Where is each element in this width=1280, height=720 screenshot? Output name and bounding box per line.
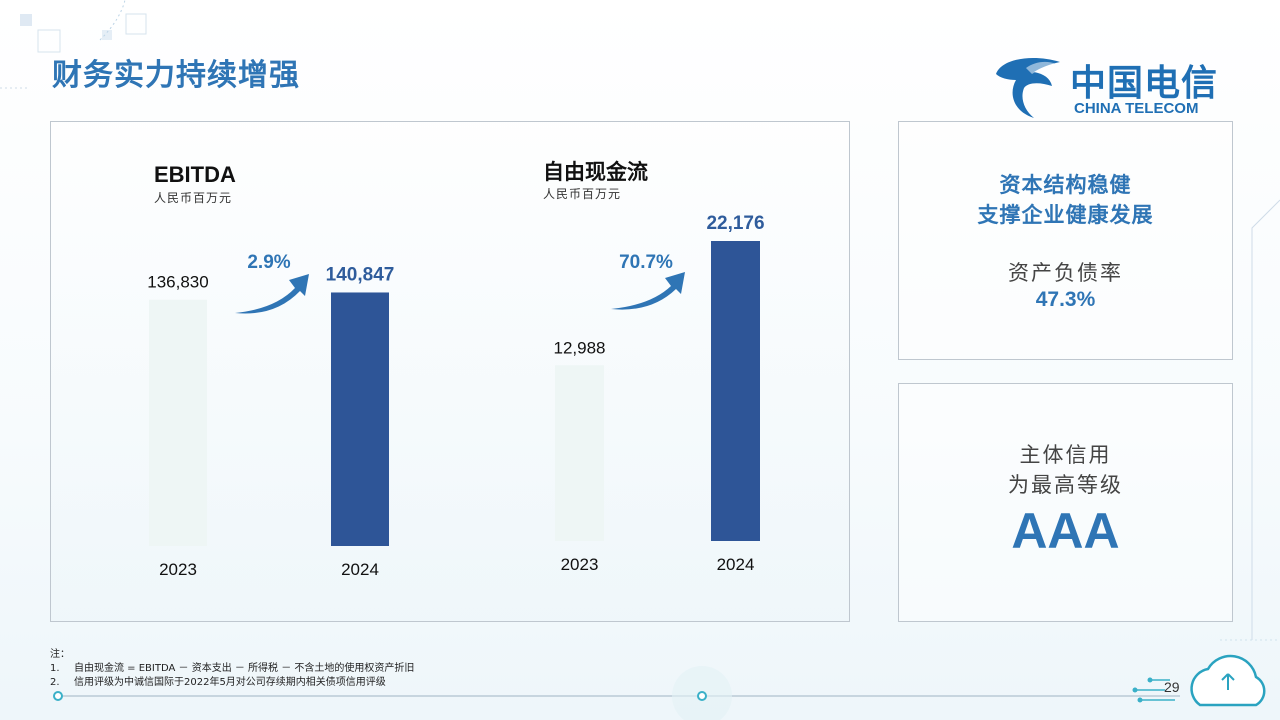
debt-ratio-value: 47.3%: [1035, 288, 1096, 311]
bar-value-label-0-0: 136,830: [147, 273, 208, 292]
china-telecom-emblem-icon: [996, 58, 1060, 118]
chart-title-fcf: 自由现金流: [543, 160, 648, 184]
capital-structure-heading-2: 支撑企业健康发展: [977, 202, 1154, 227]
footnotes: 注： 1. 自由现金流 = EBITDA － 资本支出 － 所得税 － 不含土地的…: [50, 648, 414, 690]
chart-subtitle-fcf: 人民币百万元: [543, 187, 622, 201]
bar-value-label-0-1: 140,847: [326, 264, 395, 285]
category-label-0-1: 2024: [341, 560, 379, 579]
financial-charts-panel: 136,830 2023 140,847 2024 2.9% 12,988 2023 22,1…: [50, 121, 850, 622]
credit-rating-line-2: 为最高等级: [1008, 473, 1123, 497]
footnote-2: 2. 信用评级为中诚信国际于2022年5月对公司存续期内相关债项信用评级: [50, 676, 414, 690]
page-number: 29: [1164, 679, 1180, 695]
debt-ratio-label: 资产负债率: [1008, 261, 1123, 285]
credit-rating-panel: 主体信用 为最高等级 AAA: [898, 383, 1233, 622]
credit-rating-line-1: 主体信用: [1019, 443, 1112, 467]
footnote-2-number: 2.: [50, 677, 60, 688]
china-telecom-logo: 中国电信 CHINA TELECOM: [990, 52, 1230, 122]
growth-arrow-icon-0: [235, 274, 309, 314]
footnotes-heading: 注：: [50, 649, 70, 660]
footnote-1-text: 自由现金流 = EBITDA － 资本支出 － 所得税 － 不含土地的使用权资产…: [74, 663, 415, 674]
logo-english-text: CHINA TELECOM: [1074, 100, 1199, 117]
growth-label-1: 70.7%: [619, 252, 673, 273]
bar-1-2023: [555, 365, 604, 541]
category-label-1-0: 2023: [561, 555, 599, 574]
bar-charts: 136,830 2023 140,847 2024 2.9% 12,988 2023 22,1…: [147, 213, 764, 579]
chart-title-ebitda: EBITDA: [154, 162, 236, 187]
capital-structure-heading-1: 资本结构稳健: [999, 172, 1132, 197]
bar-value-label-1-1: 22,176: [706, 213, 764, 234]
growth-arrow-icon-1: [611, 272, 685, 310]
chart-subtitle-ebitda: 人民币百万元: [154, 191, 233, 205]
category-label-1-1: 2024: [717, 555, 755, 574]
bar-0-2023: [149, 299, 207, 546]
footnote-2-text: 信用评级为中诚信国际于2022年5月对公司存续期内相关债项信用评级: [74, 677, 386, 688]
footnote-1: 1. 自由现金流 = EBITDA － 资本支出 － 所得税 － 不含土地的使用权…: [50, 662, 414, 676]
bar-1-2024: [711, 241, 760, 541]
growth-label-0: 2.9%: [247, 252, 290, 273]
category-label-0-0: 2023: [159, 560, 197, 579]
footnote-1-number: 1.: [50, 663, 60, 674]
page-title: 财务实力持续增强: [52, 58, 300, 93]
logo-chinese-text: 中国电信: [1070, 62, 1219, 104]
bar-0-2024: [331, 292, 389, 546]
bar-value-label-1-0: 12,988: [554, 338, 606, 357]
capital-structure-panel: 资本结构稳健 支撑企业健康发展 资产负债率 47.3%: [898, 121, 1233, 360]
credit-rating-value: AAA: [1011, 503, 1120, 559]
